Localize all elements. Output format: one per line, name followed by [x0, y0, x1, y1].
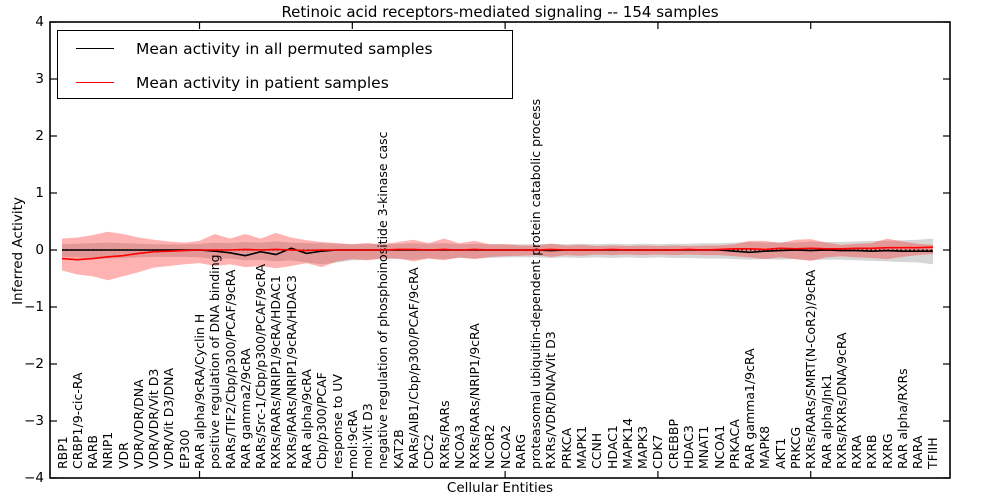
y-tick-label: 1: [35, 185, 44, 201]
y-tick-label: 3: [35, 71, 44, 87]
chart-title: Retinoic acid receptors-mediated signali…: [281, 3, 719, 21]
y-tick-label: 4: [35, 14, 44, 30]
x-axis-label: Cellular Entities: [446, 480, 554, 496]
y-tick-label: 0: [35, 242, 44, 258]
permuted-std-band: [62, 238, 933, 265]
legend-label-permuted: Mean activity in all permuted samples: [136, 39, 433, 58]
legend-box: Mean activity in all permuted samples Me…: [57, 30, 513, 99]
y-tick-label: −3: [24, 413, 44, 429]
legend-line-sample-black: [76, 48, 114, 49]
patient-mean-line: [61, 246, 933, 261]
legend-label-patient: Mean activity in patient samples: [136, 73, 389, 92]
legend-entry-patient: Mean activity in patient samples: [58, 66, 512, 99]
legend-entry-permuted: Mean activity in all permuted samples: [58, 32, 512, 65]
y-tick-label: −4: [24, 470, 44, 486]
y-tick-label: −2: [24, 356, 44, 372]
legend-line-sample-red: [76, 82, 114, 83]
y-tick-label: 2: [35, 128, 44, 144]
y-tick-label: −1: [24, 299, 44, 315]
patient-std-band: [62, 231, 933, 281]
